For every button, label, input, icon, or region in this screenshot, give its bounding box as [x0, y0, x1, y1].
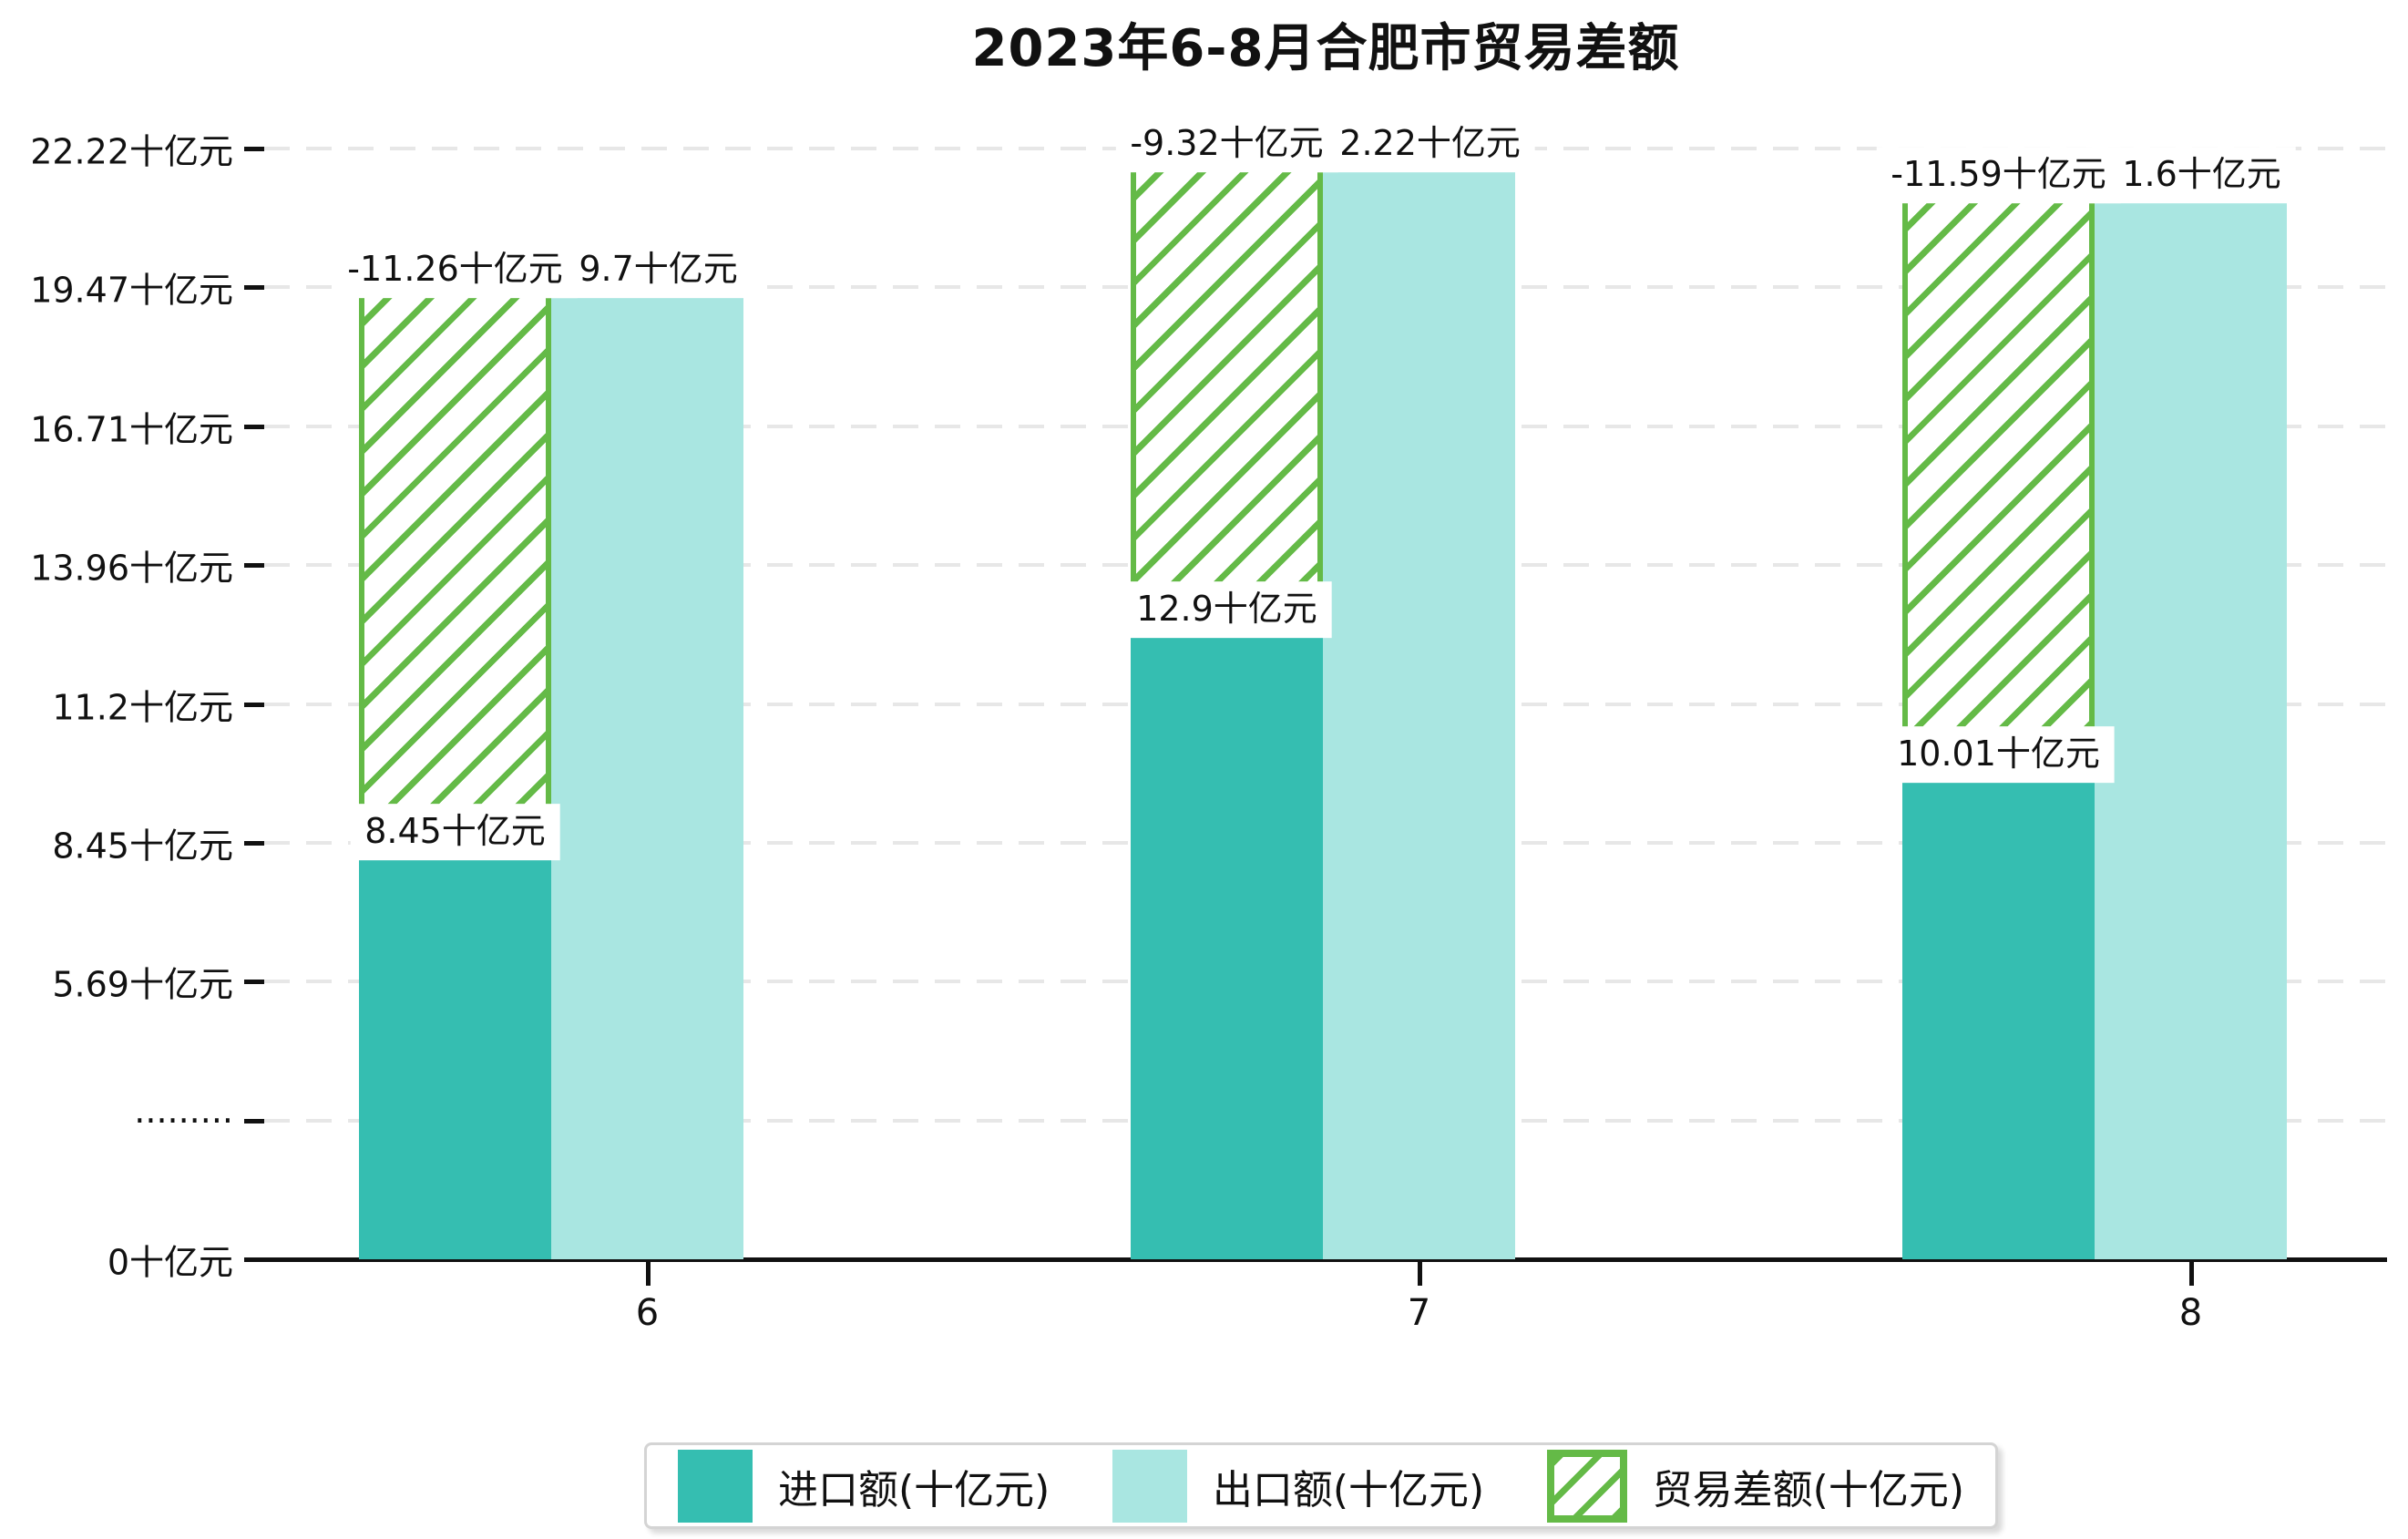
- y-tick-mark: [244, 147, 264, 151]
- legend-label-export: 出口额(十亿元): [1212, 1466, 1485, 1513]
- x-tick-mark: [2188, 1262, 2194, 1286]
- y-tick-label: 22.22十亿元: [30, 131, 233, 172]
- import-value-label: 10.01十亿元: [1882, 726, 2115, 783]
- x-axis-line: [264, 1257, 2387, 1262]
- legend: 进口额(十亿元) 出口额(十亿元) 贸易差额(十亿元): [644, 1442, 1998, 1529]
- y-tick-label: 5.69十亿元: [52, 964, 233, 1005]
- import-swatch-icon: [678, 1449, 753, 1523]
- difference-value-label: -11.59十亿元: [1876, 147, 2121, 203]
- x-tick-label: 8: [2178, 1292, 2203, 1334]
- legend-label-difference: 贸易差额(十亿元): [1652, 1466, 1964, 1513]
- import-value-label: 8.45十亿元: [350, 804, 560, 861]
- difference-value-label: -9.32十亿元: [1115, 116, 1338, 172]
- y-tick-label: 16.71十亿元: [30, 409, 233, 450]
- y-tick-label: 8.45十亿元: [52, 826, 233, 867]
- y-tick-mark: [244, 1257, 264, 1262]
- y-tick-label: 11.2十亿元: [52, 687, 233, 727]
- y-tick-mark: [244, 424, 264, 429]
- legend-item-difference: 贸易差额(十亿元): [1546, 1449, 1964, 1523]
- difference-bar: [359, 274, 551, 837]
- y-tick-mark: [244, 563, 264, 569]
- difference-bar: [1902, 180, 2095, 759]
- y-tick-label: 19.47十亿元: [30, 270, 233, 311]
- y-tick-mark: [244, 1118, 264, 1123]
- difference-value-label: -11.26十亿元: [333, 241, 578, 299]
- export-bar: [551, 274, 743, 1259]
- legend-item-import: 进口额(十亿元): [678, 1449, 1050, 1523]
- legend-label-import: 进口额(十亿元): [778, 1466, 1050, 1513]
- legend-item-export: 出口额(十亿元): [1112, 1449, 1485, 1523]
- y-tick-mark: [244, 702, 264, 707]
- import-bar: [1131, 614, 1323, 1259]
- difference-bar: [1131, 149, 1323, 615]
- x-tick-mark: [645, 1262, 651, 1286]
- difference-swatch-icon: [1546, 1449, 1627, 1523]
- import-value-label: 12.9十亿元: [1122, 581, 1332, 639]
- y-tick-mark: [244, 840, 264, 846]
- export-value-label: 22.22十亿元: [1303, 116, 1535, 172]
- y-tick-label: ·········: [134, 1100, 233, 1141]
- import-bar: [359, 836, 551, 1259]
- x-tick-label: 6: [635, 1292, 660, 1334]
- y-tick-mark: [244, 980, 264, 985]
- import-bar: [1902, 758, 2095, 1259]
- y-tick-label: 0十亿元: [107, 1242, 233, 1283]
- x-tick-label: 7: [1407, 1292, 1431, 1334]
- y-tick-label: 13.96十亿元: [30, 548, 233, 589]
- export-bar: [2095, 180, 2287, 1259]
- export-swatch-icon: [1112, 1449, 1187, 1523]
- chart-title: 2023年6-8月合肥市贸易差额: [971, 19, 1680, 78]
- export-bar: [1323, 149, 1515, 1259]
- x-tick-mark: [1417, 1262, 1422, 1286]
- y-tick-mark: [244, 285, 264, 291]
